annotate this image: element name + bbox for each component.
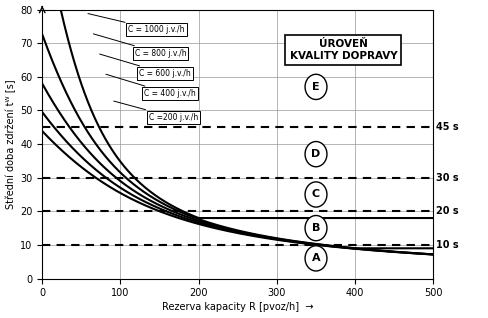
Text: ÚROVEŇ
KVALITY DOPRAVY: ÚROVEŇ KVALITY DOPRAVY — [289, 39, 396, 61]
Ellipse shape — [305, 216, 326, 241]
Ellipse shape — [305, 182, 326, 207]
Text: C = 800 j.v./h: C = 800 j.v./h — [93, 34, 186, 58]
Text: C: C — [311, 190, 320, 199]
Y-axis label: Střední doba zdržení tᵂ [s]: Střední doba zdržení tᵂ [s] — [5, 79, 16, 209]
Text: A: A — [311, 253, 320, 263]
Text: C = 400 j.v./h: C = 400 j.v./h — [106, 74, 195, 98]
Text: D: D — [311, 149, 320, 159]
Text: C =200 j.v./h: C =200 j.v./h — [114, 101, 198, 122]
Text: 10 s: 10 s — [436, 240, 458, 250]
Text: C = 600 j.v./h: C = 600 j.v./h — [100, 54, 191, 78]
Ellipse shape — [305, 74, 326, 100]
X-axis label: Rezerva kapacity R [pvoz/h]  →: Rezerva kapacity R [pvoz/h] → — [162, 302, 313, 313]
Text: 20 s: 20 s — [436, 206, 458, 216]
Text: 45 s: 45 s — [436, 122, 458, 132]
Text: E: E — [311, 82, 319, 92]
Ellipse shape — [305, 246, 326, 271]
Ellipse shape — [305, 142, 326, 167]
Text: 30 s: 30 s — [436, 173, 458, 183]
Text: B: B — [311, 223, 320, 233]
Text: C = 1000 j.v./h: C = 1000 j.v./h — [88, 14, 184, 34]
